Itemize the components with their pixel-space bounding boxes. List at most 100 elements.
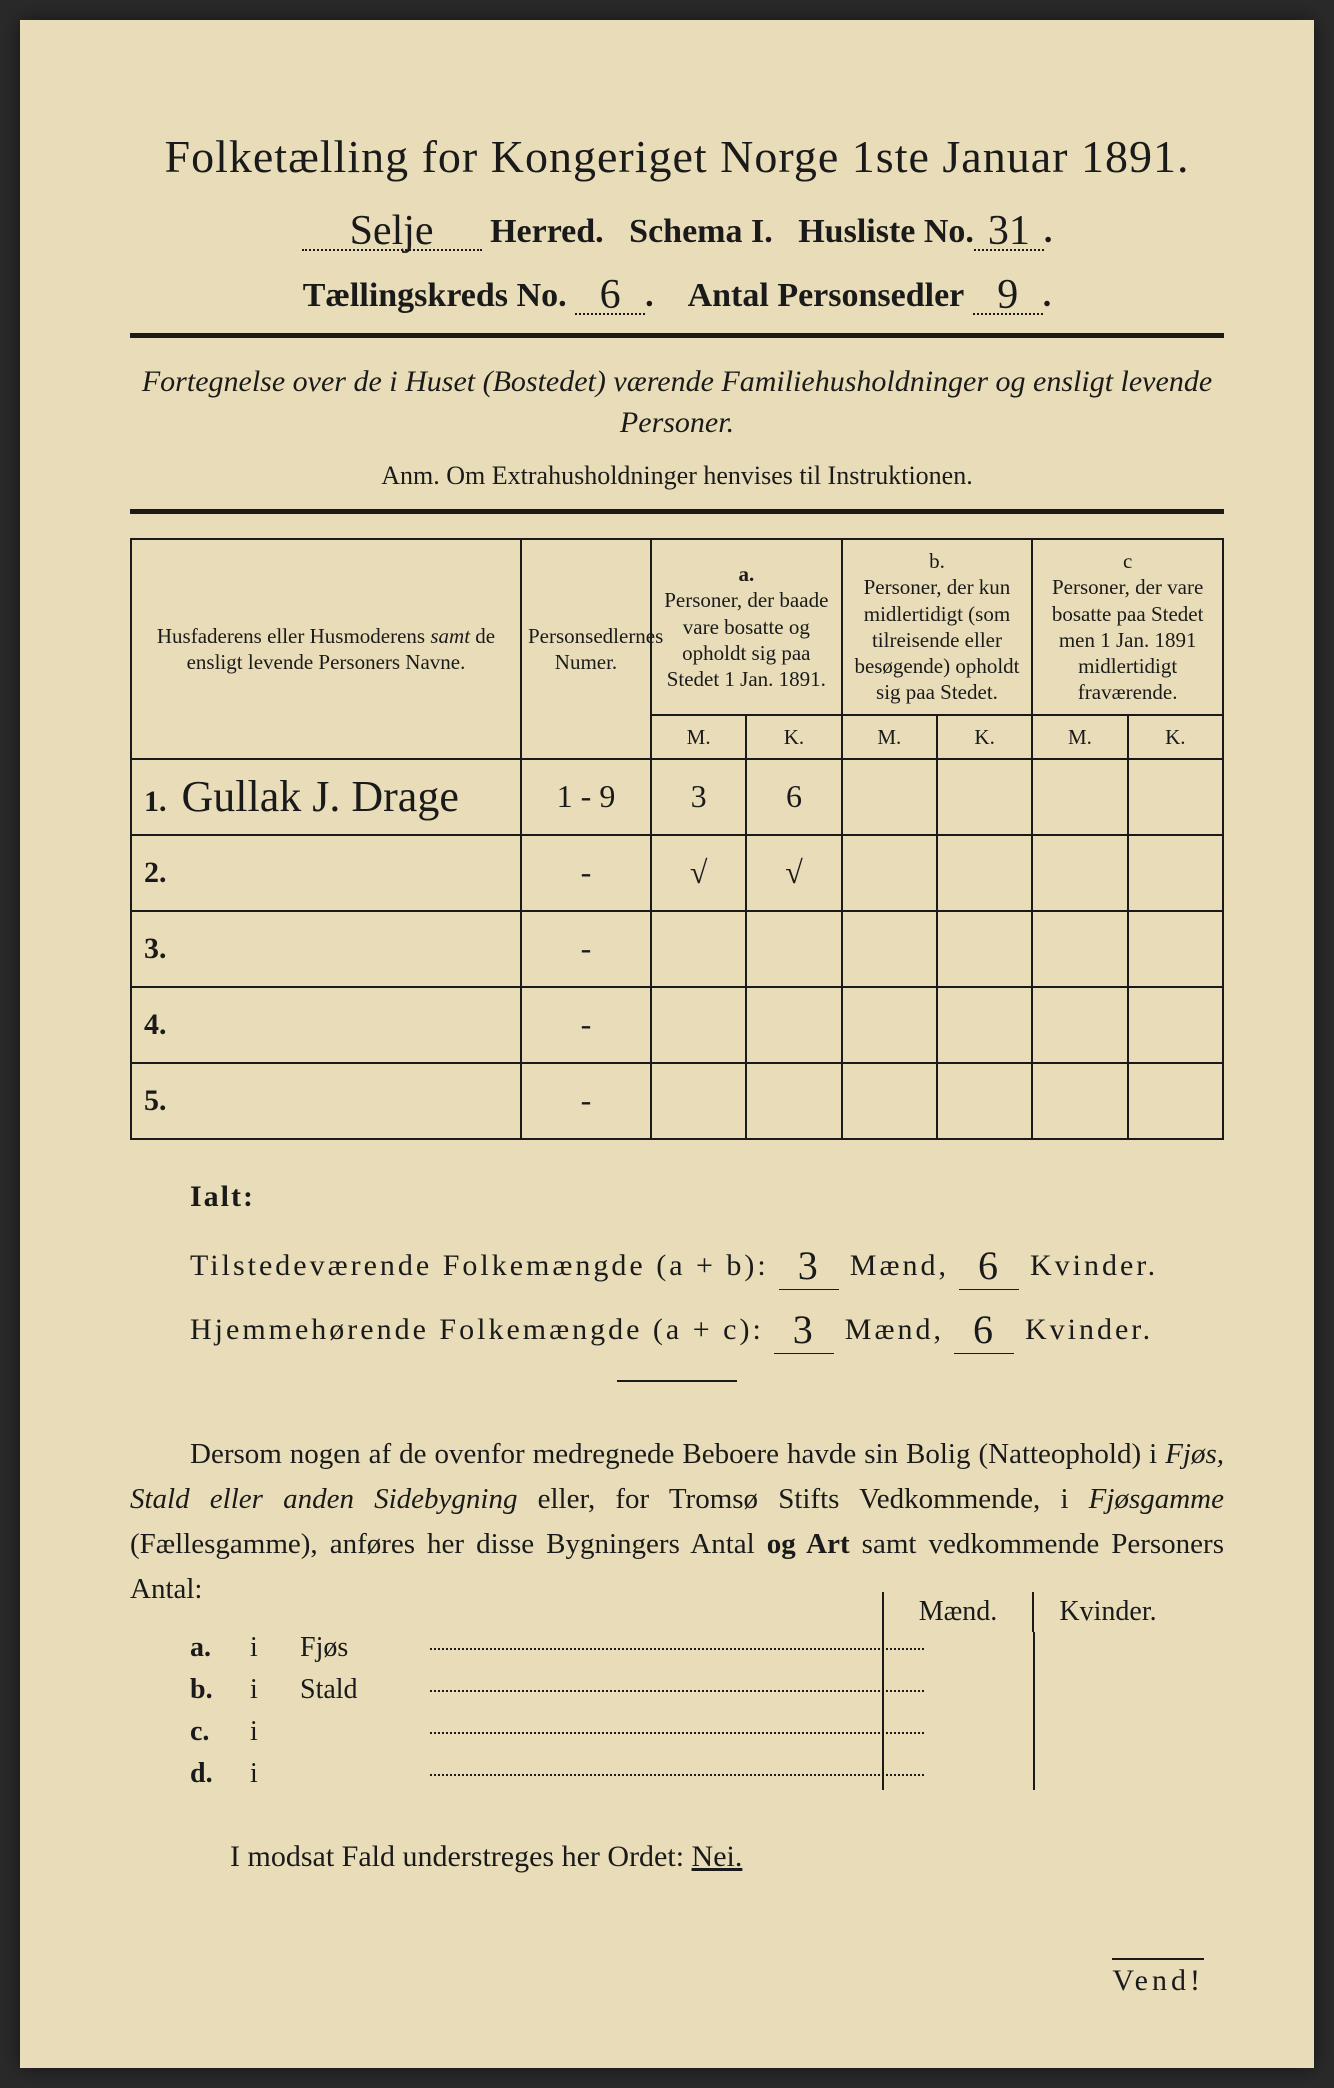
kreds-label: Tællingskreds No. — [303, 277, 567, 314]
cell-sedler: - — [521, 911, 651, 987]
name-hw: Gullak J. Drage — [182, 772, 459, 821]
cell-bK — [937, 911, 1032, 987]
dwelling-in: i — [250, 1632, 300, 1664]
table-row: 3. - — [131, 911, 1223, 987]
herred-line: Selje Herred. Schema I. Husliste No.31. — [130, 201, 1224, 251]
nei-line: I modsat Fald understreges her Ordet: Ne… — [130, 1840, 1224, 1874]
mk-columns — [882, 1632, 1182, 1790]
ialt-r2K: 6 — [954, 1306, 1014, 1354]
dwelling-lbl: d. — [190, 1758, 250, 1790]
herred-label: Herred. — [490, 213, 604, 250]
ialt-r1M: 3 — [779, 1242, 839, 1290]
cell-bM — [842, 759, 937, 835]
dots — [430, 1690, 924, 1692]
header-names: Husfaderens eller Husmoderens samt de en… — [131, 539, 521, 759]
herred-dotted: Selje — [302, 201, 482, 251]
ialt-row1-pre: Tilstedeværende Folkemængde (a + b): — [190, 1249, 769, 1282]
dwelling-lbl: a. — [190, 1632, 250, 1664]
mk-headers: Mænd. Kvinder. — [882, 1592, 1182, 1632]
husliste-label: Husliste No. — [798, 213, 974, 250]
cell-cM — [1032, 759, 1127, 835]
cell-aK — [746, 987, 841, 1063]
antal-dotted: 9 — [973, 265, 1043, 315]
schema-label: Schema I. — [629, 213, 773, 250]
cell-cK — [1128, 1063, 1223, 1139]
dwelling-lbl: b. — [190, 1674, 250, 1706]
cell-cK — [1128, 759, 1223, 835]
dwelling-in: i — [250, 1716, 300, 1748]
row-num: 3. — [144, 932, 167, 965]
cell-cM — [1032, 911, 1127, 987]
kreds-line: Tællingskreds No. 6. Antal Personsedler … — [130, 265, 1224, 315]
cell-bM — [842, 835, 937, 911]
header-bM: M. — [842, 715, 937, 759]
ialt-section: Ialt: Tilstedeværende Folkemængde (a + b… — [130, 1180, 1224, 1350]
dwelling-place: Stald — [300, 1674, 430, 1706]
kvinder-label: Kvinder. — [1025, 1313, 1153, 1346]
ialt-row-present: Tilstedeværende Folkemængde (a + b): 3 M… — [190, 1238, 1224, 1286]
herred-handwritten: Selje — [350, 207, 434, 255]
ialt-row-home: Hjemmehørende Folkemængde (a + c): 3 Mæn… — [190, 1302, 1224, 1350]
husliste-dotted: 31 — [974, 201, 1044, 251]
short-rule — [617, 1380, 737, 1382]
table-row: 2. - √ √ — [131, 835, 1223, 911]
vend-label: Vend! — [1112, 1958, 1204, 1998]
cell-aM — [651, 911, 746, 987]
ialt-row2-pre: Hjemmehørende Folkemængde (a + c): — [190, 1313, 764, 1346]
rule-2 — [130, 509, 1224, 514]
row-num: 4. — [144, 1008, 167, 1041]
census-table-body: 1. Gullak J. Drage 1 - 9 3 6 2. - √ √ — [131, 759, 1223, 1139]
maend-label: Mænd, — [845, 1313, 944, 1346]
dwelling-paragraph: Dersom nogen af de ovenfor medregnede Be… — [130, 1432, 1224, 1612]
cell-cM — [1032, 1063, 1127, 1139]
header-bK: K. — [937, 715, 1032, 759]
kreds-handwritten: 6 — [600, 271, 621, 319]
antal-handwritten: 9 — [997, 271, 1018, 319]
cell-aK: √ — [746, 835, 841, 911]
main-title: Folketælling for Kongeriget Norge 1ste J… — [130, 130, 1224, 183]
cell-cK — [1128, 987, 1223, 1063]
dwelling-in: i — [250, 1674, 300, 1706]
cell-bM — [842, 911, 937, 987]
cell-sedler: 1 - 9 — [521, 759, 651, 835]
header-aK: K. — [746, 715, 841, 759]
nei-word: Nei. — [692, 1840, 743, 1873]
census-table: Husfaderens eller Husmoderens samt de en… — [130, 538, 1224, 1140]
dwelling-lbl: c. — [190, 1716, 250, 1748]
cell-bK — [937, 759, 1032, 835]
cell-aK: 6 — [746, 759, 841, 835]
cell-cM — [1032, 835, 1127, 911]
dwelling-place: Fjøs — [300, 1632, 430, 1664]
header-cK: K. — [1128, 715, 1223, 759]
cell-aM: √ — [651, 835, 746, 911]
header-col-c: cPersoner, der vare bosatte paa Stedet m… — [1032, 539, 1223, 715]
nei-line-pre: I modsat Fald understreges her Ordet: — [230, 1840, 692, 1873]
kreds-dotted: 6 — [575, 265, 645, 315]
dots — [430, 1774, 924, 1776]
dwelling-in: i — [250, 1758, 300, 1790]
dwelling-maend-header: Mænd. — [882, 1592, 1032, 1632]
cell-sedler: - — [521, 1063, 651, 1139]
header-cM: M. — [1032, 715, 1127, 759]
header-col-a: a.Personer, der baade vare bosatte og op… — [651, 539, 842, 715]
cell-sedler: - — [521, 987, 651, 1063]
ialt-r2M: 3 — [774, 1306, 834, 1354]
census-form-page: Folketælling for Kongeriget Norge 1ste J… — [20, 20, 1314, 2068]
cell-aK — [746, 911, 841, 987]
ialt-r1K: 6 — [959, 1242, 1019, 1290]
cell-aM — [651, 987, 746, 1063]
husliste-handwritten: 31 — [988, 207, 1030, 255]
header-numer: Personsedlernes Numer. — [521, 539, 651, 759]
dots — [430, 1648, 924, 1650]
cell-aM: 3 — [651, 759, 746, 835]
dwelling-list: Mænd. Kvinder. a. i Fjøs b. i Stald c. i… — [130, 1632, 1224, 1790]
cell-cK — [1128, 835, 1223, 911]
dots — [430, 1732, 924, 1734]
row-num: 2. — [144, 856, 167, 889]
cell-bM — [842, 1063, 937, 1139]
ialt-label: Ialt: — [190, 1180, 1224, 1214]
kvinder-label: Kvinder. — [1030, 1249, 1158, 1282]
row-num: 5. — [144, 1084, 167, 1117]
cell-sedler: - — [521, 835, 651, 911]
cell-bK — [937, 987, 1032, 1063]
